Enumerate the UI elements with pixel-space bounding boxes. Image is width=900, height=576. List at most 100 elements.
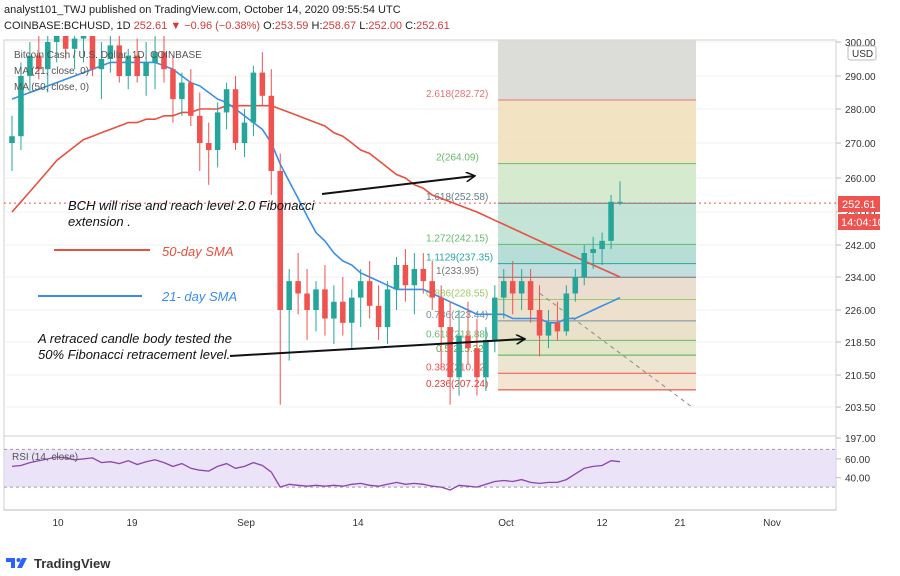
candle: [179, 72, 185, 116]
candle-body: [161, 52, 167, 70]
chart-frame: [3, 39, 837, 511]
candle-body: [545, 322, 552, 336]
tradingview-logo-icon: [6, 558, 27, 568]
annotation-retrace-2: 50% Fibonacci retracement level.: [38, 347, 230, 362]
candle-body: [9, 136, 15, 143]
symbol-label: COINBASE:BCHUSD, 1D: [4, 20, 131, 32]
candle: [340, 277, 346, 336]
fib-level-label: 1(233.95): [436, 266, 479, 277]
rsi-line: [11, 456, 621, 491]
candle-body: [232, 89, 239, 143]
fib-zone: [498, 355, 696, 374]
candle-body: [366, 281, 373, 306]
fib-zone: [498, 320, 696, 341]
candle-body: [80, 36, 87, 39]
candle-body: [322, 289, 328, 319]
price-tags: 252.61 14:04:10 USD: [838, 45, 884, 230]
fib-zone: [498, 299, 696, 321]
price-axis[interactable]: 300.00 290.00 280.00 270.00 260.00 250.00 242.…: [836, 38, 876, 445]
candle-body: [107, 45, 114, 59]
legend-title: Bitcoin Cash / U.S. Dollar, 1D, COINBASE: [14, 50, 202, 61]
countdown-text: 14:04:10: [841, 217, 884, 229]
candle-body: [572, 277, 579, 294]
candle-body: [259, 72, 266, 96]
candle-body: [277, 171, 284, 310]
fib-level-label: 2(264.09): [436, 153, 479, 164]
candle-body: [71, 38, 78, 49]
candle: [241, 109, 248, 157]
ma21-line: [11, 61, 621, 324]
arrow-retrace: [229, 339, 524, 357]
candle-body: [134, 55, 140, 76]
candle: [545, 310, 552, 349]
candle-body: [98, 59, 105, 70]
footer-brand: TradingView: [34, 555, 111, 571]
candle: [554, 301, 561, 340]
annotations: BCH will rise and reach level 2.0 Fibona…: [37, 176, 524, 362]
candle-body: [563, 293, 570, 332]
candle: [366, 261, 373, 319]
high-label: H:: [311, 20, 323, 32]
fib-level-label: 2.618(282.72): [426, 89, 488, 100]
fib-zone: [498, 373, 696, 390]
candle-body: [599, 240, 605, 249]
fib-zone-top: [498, 40, 696, 101]
candle: [205, 122, 212, 185]
candle-body: [429, 281, 436, 298]
arrow-fib-target: [321, 176, 474, 195]
fib-level-label: 0.786(223.44): [426, 310, 488, 321]
candle-body: [116, 45, 123, 76]
price-tick-label: 203.50: [845, 403, 876, 414]
time-axis[interactable]: 10 19 Sep 14 Oct 12 21 Nov: [4, 509, 836, 529]
candle: [188, 69, 194, 126]
ohlc-line: COINBASE:BCHUSD, 1D 252.61 ▼ −0.96 (−0.3…: [4, 18, 896, 34]
candle-body: [125, 55, 132, 76]
candle-body: [214, 112, 221, 150]
candle: [527, 269, 534, 323]
candle: [572, 269, 579, 302]
fib-zone: [498, 100, 696, 164]
price-tick-label: 300.00: [845, 38, 876, 49]
candle-body: [420, 269, 427, 282]
candle-body: [393, 265, 400, 290]
chart-legend: Bitcoin Cash / U.S. Dollar, 1D, COINBASE…: [14, 50, 202, 93]
price-tick-label: 197.00: [845, 434, 876, 445]
candle-body: [438, 297, 444, 328]
fib-level-label: 0.886(228.55): [426, 288, 488, 299]
candle-body: [402, 265, 409, 286]
candle-body: [205, 143, 212, 150]
ma50-line: [11, 104, 621, 278]
candle: [411, 253, 418, 315]
legend-ma50: MA (50, close, 0): [14, 82, 89, 93]
fib-level-label: 1.618(252.58): [426, 192, 488, 203]
candle-body: [27, 55, 33, 76]
annotation-fib-target-2: extension .: [68, 214, 131, 229]
candle: [581, 245, 588, 286]
legend-ma21: MA (21, close, 0): [14, 66, 89, 77]
time-tick-label: 21: [674, 518, 686, 529]
current-price-text: 252.61: [842, 199, 876, 211]
candle: [322, 265, 328, 336]
moving-averages: [11, 61, 621, 324]
rsi-tick-label: 60.00: [845, 455, 870, 466]
candle-body: [250, 72, 257, 123]
candle: [71, 36, 78, 70]
price-chart[interactable]: 0.236(207.24)0.382(210.92)0.5(215.32)0.6…: [0, 36, 900, 552]
close-label: C:: [405, 20, 417, 32]
candle-body: [295, 281, 301, 294]
candle: [259, 52, 266, 106]
grid: [4, 41, 836, 408]
candle: [286, 269, 292, 361]
candle-body: [44, 42, 51, 70]
candle: [483, 327, 489, 391]
candle: [295, 253, 301, 315]
candle: [232, 76, 239, 150]
candle: [36, 36, 42, 80]
candle: [536, 285, 543, 357]
chart-header: analyst101_TWJ published on TradingView.…: [4, 2, 896, 36]
candle: [143, 42, 149, 96]
annotation-sma50: 50-day SMA: [162, 244, 234, 259]
candle: [277, 153, 284, 405]
candle-body: [492, 297, 498, 340]
candle-body: [617, 201, 623, 203]
